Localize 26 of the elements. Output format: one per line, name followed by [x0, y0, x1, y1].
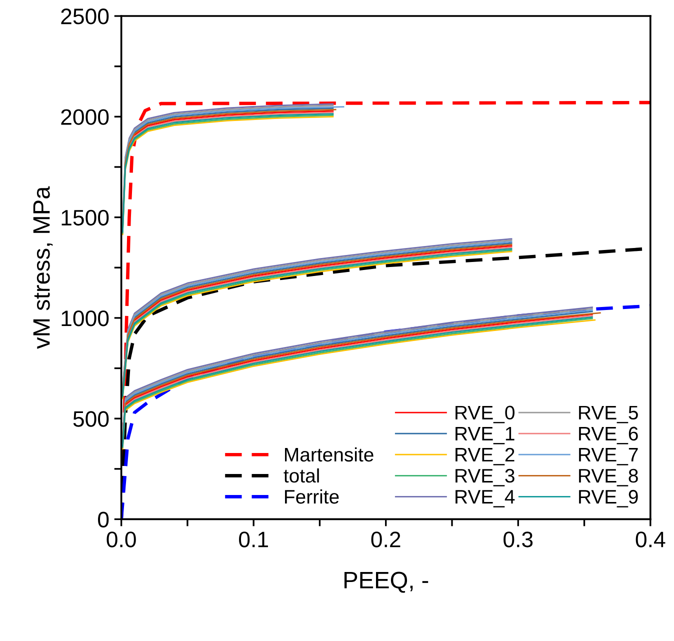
legend-label: RVE_2 [456, 448, 514, 466]
legend-label: RVE_5 [579, 406, 638, 424]
x-tick-label: 0.3 [504, 532, 533, 548]
y-tick-label: 2500 [61, 8, 109, 24]
legend-label: RVE_0 [456, 406, 514, 424]
y-tick-label: 0 [98, 512, 109, 528]
legend-label: Martensite [285, 447, 374, 462]
legend-label: RVE_7 [579, 448, 638, 466]
x-tick-label: 0.0 [106, 532, 136, 548]
legend-label: RVE_6 [579, 426, 638, 444]
x-axis-title: PEEQ, - [344, 572, 428, 593]
legend-label: RVE_3 [456, 468, 514, 486]
legend-label: Ferrite [285, 489, 339, 504]
legend-label: RVE_1 [456, 427, 514, 444]
x-tick-label: 0.2 [371, 532, 400, 548]
y-axis-title: vM stress, MPa [33, 186, 53, 349]
x-tick-label: 0.4 [636, 532, 666, 548]
legend-label: total [284, 468, 319, 483]
legend-label: RVE_9 [579, 490, 638, 508]
legend-label: RVE_4 [456, 490, 515, 508]
legend-label: RVE_8 [579, 468, 638, 486]
y-tick-label: 2000 [61, 109, 109, 125]
x-tick-label: 0.1 [239, 532, 268, 548]
y-tick-label: 1500 [62, 210, 109, 226]
y-tick-label: 1000 [62, 310, 109, 326]
y-tick-label: 500 [73, 411, 109, 427]
